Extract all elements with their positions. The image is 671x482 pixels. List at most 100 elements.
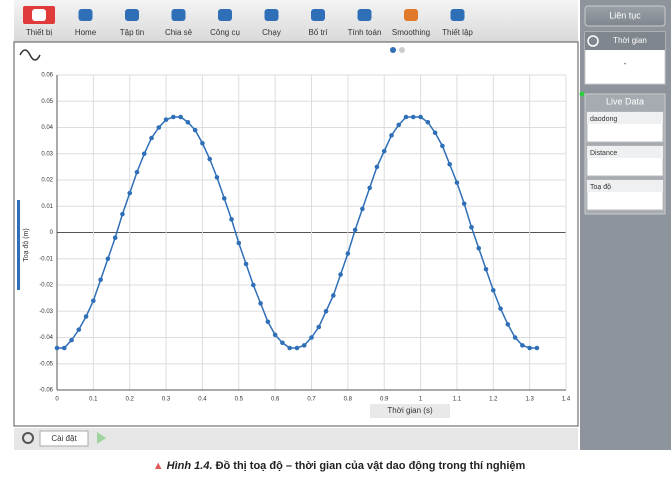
sensor-header xyxy=(587,146,663,158)
x-tick-label: 0.8 xyxy=(344,397,353,403)
data-point xyxy=(112,235,118,241)
timer-header xyxy=(585,32,665,50)
data-point xyxy=(352,227,358,233)
data-point xyxy=(425,119,431,125)
y-tick-label: 0 xyxy=(50,230,54,236)
button-icon xyxy=(78,9,93,21)
data-point xyxy=(345,251,351,256)
plot: -0.06 -0.05 -0.04 -0.03 -0.02 -0.01 0 0.01 0.02 0… xyxy=(23,73,571,418)
button-label[interactable]: Thiết lập xyxy=(442,28,473,37)
data-point xyxy=(120,211,125,217)
button-icon xyxy=(264,9,279,21)
data-point xyxy=(287,345,292,351)
mode-label[interactable]: Liên tục xyxy=(609,10,641,20)
data-point xyxy=(69,337,74,343)
x-tick-label: 1.3 xyxy=(525,397,534,403)
chart-frame xyxy=(13,41,579,427)
y-tick-label: 0.02 xyxy=(41,178,53,184)
button-label[interactable]: Home xyxy=(75,28,97,37)
data-point xyxy=(236,240,242,246)
data-point xyxy=(54,345,60,351)
data-point xyxy=(61,345,67,351)
data-point xyxy=(483,266,489,272)
y-tick-label: -0.02 xyxy=(39,283,53,289)
data-point xyxy=(396,122,402,128)
y-axis-label: Toạ độ (m) xyxy=(23,228,30,261)
data-point xyxy=(309,335,314,340)
button-label[interactable]: Smoothing xyxy=(392,28,430,37)
settings-button[interactable] xyxy=(39,430,89,447)
data-point xyxy=(258,301,263,306)
button-icon xyxy=(450,9,465,21)
data-point xyxy=(134,169,140,175)
data-point xyxy=(512,335,518,340)
data-point xyxy=(418,114,423,120)
data-point xyxy=(272,332,278,338)
data-point xyxy=(403,114,409,120)
toolbar xyxy=(14,0,578,42)
x-tick-label: 0 xyxy=(55,397,59,403)
y-tick-label: 0.01 xyxy=(41,204,53,210)
data-point xyxy=(360,206,365,212)
toolbar-button[interactable]: Chia sẻ xyxy=(165,9,193,37)
toolbar-button[interactable]: Bố trí xyxy=(308,9,328,37)
x-tick-label: 1.1 xyxy=(453,397,462,403)
sensor-header xyxy=(587,112,663,124)
play-icon xyxy=(97,432,106,444)
data-point xyxy=(440,143,445,149)
page-dot xyxy=(390,47,396,53)
toolbar-button[interactable]: Tính toán xyxy=(348,9,382,37)
data-point xyxy=(338,272,343,277)
data-point xyxy=(520,343,525,348)
data-point xyxy=(316,324,322,330)
button-label[interactable]: Tính toán xyxy=(348,28,382,37)
data-point xyxy=(229,217,234,222)
data-point xyxy=(214,175,220,180)
toolbar-button[interactable]: Smoothing xyxy=(392,9,430,37)
button-label[interactable]: Chạy xyxy=(262,28,281,37)
sensor-label: Distance xyxy=(590,150,617,157)
toolbar-button[interactable]: Tập tin xyxy=(120,9,144,37)
data-point xyxy=(432,130,438,136)
y-tick-label: -0.04 xyxy=(39,335,53,341)
button-label[interactable]: Bố trí xyxy=(308,28,328,37)
button-label[interactable]: Thiết bị xyxy=(26,28,52,37)
live-title: Live Data xyxy=(606,96,644,106)
y-tick-label: 0.06 xyxy=(41,73,53,79)
toolbar-button[interactable]: Chạy xyxy=(262,9,281,37)
caption-figure: Hình 1.4. xyxy=(167,460,213,472)
status-dot xyxy=(579,91,585,97)
data-point xyxy=(156,125,162,130)
gear-icon xyxy=(22,432,34,444)
data-point xyxy=(454,180,460,185)
button-label[interactable]: Công cụ xyxy=(210,28,240,37)
toolbar-button[interactable]: Thiết bị xyxy=(23,6,55,37)
data-point xyxy=(178,114,183,120)
sensor-header xyxy=(587,180,663,192)
y-tick-label: 0.05 xyxy=(41,99,53,105)
toolbar-button[interactable]: Công cụ xyxy=(210,9,240,37)
timer-label: Thời gian xyxy=(613,36,647,45)
timer-value: - xyxy=(624,59,627,68)
data-point xyxy=(534,345,540,351)
axis-handle xyxy=(17,200,20,290)
data-point xyxy=(381,148,387,154)
toolbar-button[interactable]: Home xyxy=(75,9,97,37)
settings-label[interactable]: Cài đặt xyxy=(51,434,77,443)
data-point xyxy=(98,277,103,283)
button-label[interactable]: Tập tin xyxy=(120,28,144,37)
button-label[interactable]: Chia sẻ xyxy=(165,28,193,37)
y-tick-label: 0.04 xyxy=(41,125,53,131)
data-point xyxy=(323,308,329,314)
data-point xyxy=(301,343,307,348)
toolbar-button[interactable]: Thiết lập xyxy=(442,9,473,37)
button-icon xyxy=(357,9,372,21)
data-point xyxy=(207,156,212,162)
x-axis-label: Thời gian (s) xyxy=(387,406,433,415)
mode-button[interactable] xyxy=(584,5,666,27)
y-tick-label: -0.03 xyxy=(39,309,53,315)
data-point xyxy=(105,256,111,262)
sensor-label: Toạ độ xyxy=(590,184,611,191)
